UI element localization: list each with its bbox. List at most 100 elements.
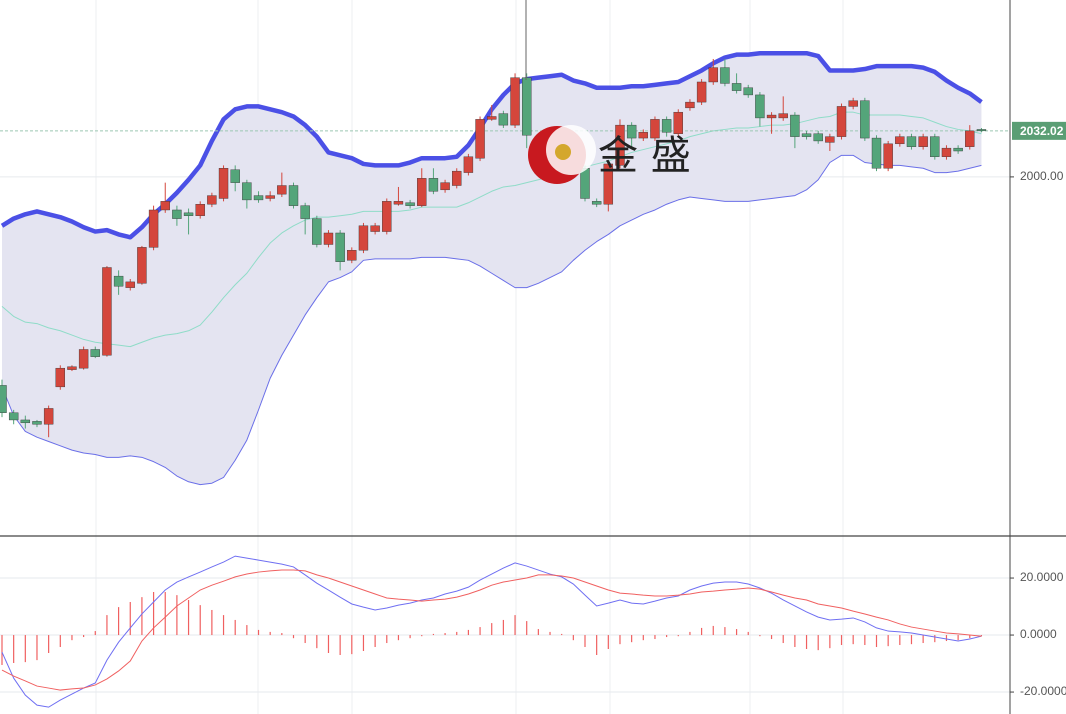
y-tick-label: -20.0000 (1020, 684, 1066, 698)
candle-body (836, 106, 847, 137)
candle-body (650, 119, 660, 139)
y-tick-label: 20.0000 (1020, 570, 1064, 584)
candle-body (580, 168, 590, 199)
candle-body (930, 136, 940, 157)
price-axis: 2000.00 2032.02 20.0000 0.0000 -20.0000 (1010, 121, 1066, 698)
candle-body (883, 143, 893, 169)
candle-body (67, 366, 77, 370)
candle-body (918, 136, 928, 147)
candle-body (743, 87, 753, 96)
candle-body (452, 170, 462, 186)
macd-line (1, 569, 982, 691)
band-line (1, 111, 982, 348)
candle-body (288, 185, 299, 206)
candle-body (347, 250, 357, 261)
candle-body (848, 100, 858, 107)
last-price-box (1012, 121, 1066, 140)
candle-body (661, 119, 672, 133)
candle-body (230, 169, 240, 183)
candle-body (370, 225, 380, 232)
y-tick-label: 0.0000 (1020, 627, 1057, 641)
candle-body (498, 113, 509, 126)
candle-body (522, 77, 532, 136)
band-fill (2, 53, 982, 485)
candle-body (253, 195, 264, 201)
candle-body (335, 232, 345, 262)
candle-body (708, 67, 718, 83)
candle-body (172, 209, 182, 219)
candle-body (766, 114, 777, 119)
band-line (1, 154, 982, 486)
candle-body (55, 367, 65, 388)
candle-body (312, 218, 322, 245)
candle-body (487, 116, 497, 120)
candle-body (778, 113, 788, 119)
candle-body (965, 130, 975, 147)
candle-body (895, 136, 905, 145)
candle-body (417, 178, 427, 206)
candle-body (137, 247, 147, 284)
candle-body (638, 132, 648, 139)
candle-body (242, 182, 252, 201)
logo-crescent-cut (546, 125, 596, 175)
candle-body (603, 163, 614, 205)
candle-body (731, 83, 742, 91)
candle-body (32, 421, 42, 425)
candle-body (440, 182, 450, 191)
candle-body (160, 201, 170, 211)
candle-body (323, 232, 334, 245)
candle-body (125, 281, 135, 288)
candle-body (277, 185, 287, 195)
candle-body (860, 100, 870, 139)
candle-body (673, 111, 683, 134)
candle-body (871, 137, 882, 169)
candle-body (976, 129, 987, 132)
candle-body (102, 267, 112, 356)
candle-body (393, 201, 404, 205)
candle-body (0, 385, 7, 413)
candle-body (207, 195, 217, 205)
candle-body (148, 209, 159, 248)
candle-body (428, 178, 439, 192)
candle-body (685, 101, 695, 109)
candle-body (405, 202, 415, 206)
watermark-logo: 金 盛 (528, 125, 691, 184)
candle-body (183, 212, 194, 216)
candle-body (300, 205, 310, 219)
macd-line (1, 555, 982, 708)
candle-body (358, 225, 369, 251)
candle-body (195, 204, 205, 216)
candle-body (382, 201, 392, 232)
candle-body (510, 77, 520, 126)
candle-body (941, 147, 952, 157)
candle-body (78, 349, 89, 369)
price-panel (0, 50, 1010, 486)
candle-body (463, 156, 474, 173)
candle-body (720, 67, 730, 84)
candle-body (265, 195, 275, 199)
watermark-text: 金 盛 (598, 133, 691, 179)
y-tick-label: 2000.00 (1020, 169, 1064, 183)
candle-body (813, 133, 823, 142)
candle-body (755, 94, 765, 119)
logo-dot (555, 144, 571, 160)
candle-body (696, 81, 707, 103)
candle-body (906, 136, 917, 147)
candle-body (626, 124, 637, 139)
candle-body (801, 133, 812, 137)
candle-body (113, 275, 124, 287)
candle-body (20, 419, 31, 424)
candle-body (591, 201, 602, 205)
candle-body (615, 124, 625, 166)
macd-panel (0, 555, 1010, 708)
candle-body (475, 119, 485, 159)
candle-body (8, 412, 19, 421)
candle-body (790, 114, 800, 137)
candle-body (953, 147, 963, 152)
candle-body (90, 349, 100, 357)
candle-body (218, 168, 229, 199)
candle-body (825, 136, 835, 143)
candle-body (43, 408, 54, 425)
